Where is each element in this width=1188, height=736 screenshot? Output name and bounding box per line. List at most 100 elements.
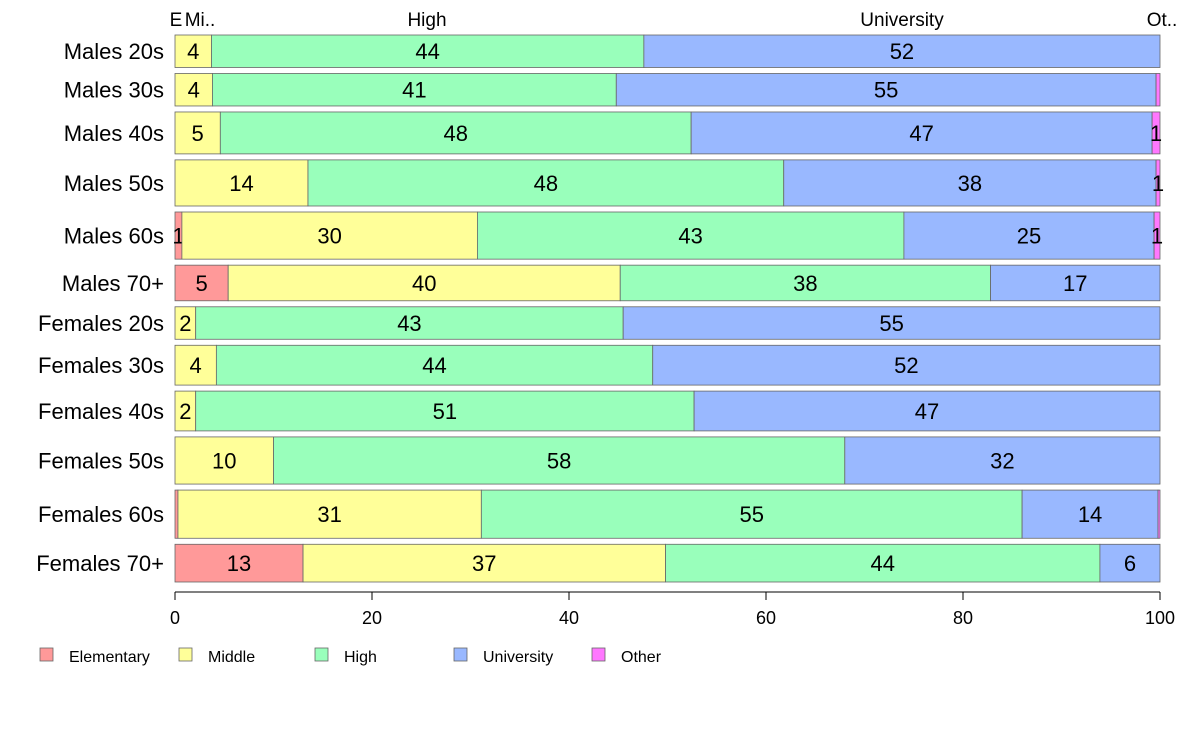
- data-label: 47: [915, 399, 939, 424]
- data-label: 1: [1151, 224, 1163, 249]
- bar-segment: [174, 344, 217, 386]
- bar-segment: [619, 264, 991, 302]
- data-label: 48: [534, 171, 558, 196]
- bar-segment: [622, 306, 1161, 340]
- bar-segment: [174, 489, 179, 539]
- legend-label: Elementary: [69, 649, 150, 666]
- data-label: 44: [870, 551, 894, 576]
- bar-segment: [1153, 211, 1161, 260]
- bar-segment: [181, 211, 478, 260]
- bar-segment: [643, 34, 1161, 68]
- x-tick-label: 100: [1145, 608, 1175, 628]
- bar-segment: [174, 159, 309, 207]
- legend-label: Middle: [208, 649, 255, 666]
- bar-segment: [1155, 159, 1161, 207]
- legend-label: Other: [621, 649, 662, 666]
- data-label: 44: [422, 353, 446, 378]
- bar-segment: [783, 159, 1157, 207]
- x-tick-label: 0: [170, 608, 180, 628]
- category-label: Males 50s: [64, 171, 164, 196]
- category-label: Males 20s: [64, 39, 164, 64]
- data-label: 43: [397, 311, 421, 336]
- legend-label: University: [483, 649, 553, 666]
- data-label: 2: [179, 399, 191, 424]
- data-label: 4: [188, 78, 200, 103]
- data-label: 37: [472, 551, 496, 576]
- bar-segment: [307, 159, 785, 207]
- data-label: 4: [187, 39, 199, 64]
- bar-segment: [174, 436, 274, 485]
- bar-segment: [195, 390, 695, 432]
- bar-segment: [1151, 111, 1161, 155]
- data-label: 55: [874, 78, 898, 103]
- data-label: 1: [1150, 121, 1162, 146]
- category-label: Males 70+: [62, 271, 164, 296]
- category-label: Males 30s: [64, 78, 164, 103]
- bar-segment: [690, 111, 1153, 155]
- bar-segment: [302, 543, 666, 583]
- data-label: 47: [909, 121, 933, 146]
- bar-segment: [1021, 489, 1159, 539]
- bar-segment: [211, 34, 645, 68]
- category-label: Females 30s: [38, 353, 164, 378]
- bar-segment: [844, 436, 1161, 485]
- bar-segment: [227, 264, 621, 302]
- data-label: 13: [227, 551, 251, 576]
- data-label: 55: [739, 502, 763, 527]
- data-label: 52: [894, 353, 918, 378]
- bar-segment: [174, 34, 212, 68]
- data-label: 5: [192, 121, 204, 146]
- series-top-label: Ot..: [1147, 10, 1178, 31]
- series-top-label: High: [407, 10, 446, 31]
- bar-segment: [212, 73, 617, 107]
- category-label: Females 20s: [38, 311, 164, 336]
- category-label: Females 70+: [36, 551, 164, 576]
- data-label: 14: [1078, 502, 1102, 527]
- x-tick-label: 80: [953, 608, 973, 628]
- x-tick-label: 20: [362, 608, 382, 628]
- data-label: 6: [1124, 551, 1136, 576]
- bar-segment: [665, 543, 1101, 583]
- series-top-label: E: [170, 10, 183, 31]
- data-label: 55: [879, 311, 903, 336]
- series-top-label: University: [860, 10, 944, 31]
- data-label: 4: [190, 353, 202, 378]
- bar-segment: [652, 344, 1161, 386]
- data-label: 17: [1063, 271, 1087, 296]
- category-label: Females 40s: [38, 399, 164, 424]
- bar-segment: [1155, 73, 1161, 107]
- data-label: 40: [412, 271, 436, 296]
- data-label: 43: [678, 224, 702, 249]
- bar-segment: [615, 73, 1157, 107]
- bar-segment: [1157, 489, 1161, 539]
- series-top-label: Mi..: [185, 10, 216, 31]
- data-label: 31: [317, 502, 341, 527]
- legend-swatch: [39, 647, 54, 662]
- legend-swatch: [314, 647, 329, 662]
- data-label: 14: [229, 171, 253, 196]
- bar-segment: [693, 390, 1161, 432]
- data-label: 30: [317, 224, 341, 249]
- data-label: 51: [433, 399, 457, 424]
- data-label: 32: [990, 448, 1014, 473]
- data-label: 38: [793, 271, 817, 296]
- legend-label: High: [344, 649, 377, 666]
- data-label: 44: [415, 39, 439, 64]
- legend-swatch: [591, 647, 606, 662]
- category-label: Females 50s: [38, 448, 164, 473]
- x-tick-label: 60: [756, 608, 776, 628]
- legend-swatch: [453, 647, 468, 662]
- data-label: 38: [958, 171, 982, 196]
- bar-segment: [990, 264, 1161, 302]
- x-tick-label: 40: [559, 608, 579, 628]
- data-label: 5: [195, 271, 207, 296]
- data-label: 10: [212, 448, 236, 473]
- data-label: 52: [890, 39, 914, 64]
- data-label: 2: [179, 311, 191, 336]
- data-label: 41: [402, 78, 426, 103]
- bar-segment: [174, 111, 221, 155]
- bar-segment: [219, 111, 692, 155]
- bar-segment: [195, 306, 624, 340]
- bar-segment: [903, 211, 1155, 260]
